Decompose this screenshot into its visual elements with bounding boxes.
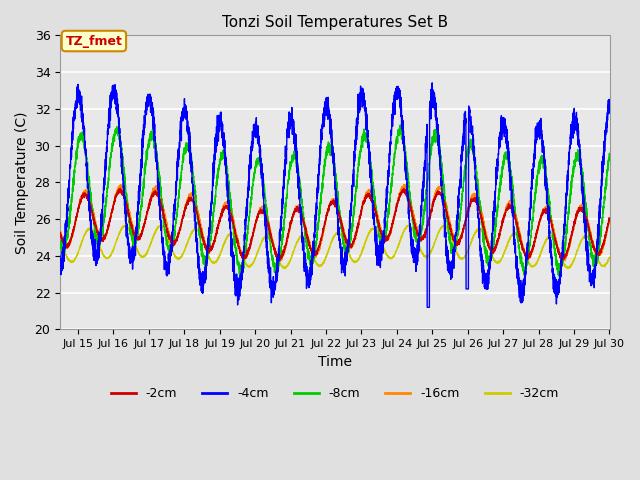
X-axis label: Time: Time — [318, 355, 352, 369]
Text: TZ_fmet: TZ_fmet — [65, 35, 122, 48]
Y-axis label: Soil Temperature (C): Soil Temperature (C) — [15, 111, 29, 253]
Legend: -2cm, -4cm, -8cm, -16cm, -32cm: -2cm, -4cm, -8cm, -16cm, -32cm — [106, 383, 564, 406]
Title: Tonzi Soil Temperatures Set B: Tonzi Soil Temperatures Set B — [222, 15, 448, 30]
